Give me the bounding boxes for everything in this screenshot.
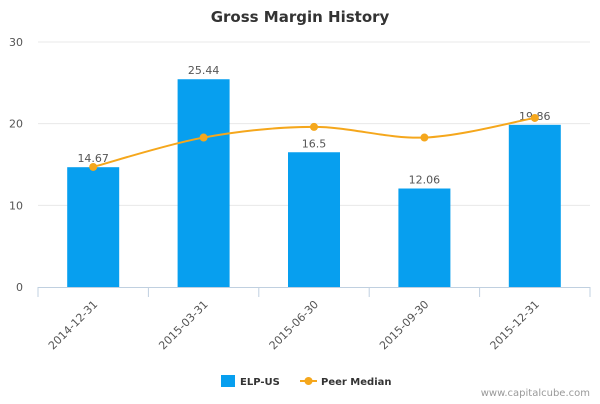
legend-marker bbox=[304, 377, 313, 385]
legend-label: Peer Median bbox=[321, 377, 392, 388]
bar bbox=[67, 167, 120, 287]
bar bbox=[288, 152, 340, 287]
legend[interactable]: ELP-US Peer Median bbox=[221, 375, 392, 388]
legend-item-peer-median[interactable]: Peer Median bbox=[300, 377, 392, 388]
chart-title: Gross Margin History bbox=[211, 8, 390, 26]
peer-median-point bbox=[89, 162, 98, 171]
y-tick-label: 20 bbox=[9, 118, 23, 131]
legend-swatch bbox=[221, 375, 235, 387]
peer-median-point bbox=[530, 113, 539, 122]
watermark: www.capitalcube.com bbox=[481, 388, 590, 399]
y-tick-label: 0 bbox=[16, 281, 23, 294]
x-tick-label: 2015-12-31 bbox=[488, 298, 542, 352]
line-series bbox=[89, 113, 539, 171]
bar-series bbox=[67, 79, 561, 288]
y-tick-label: 10 bbox=[9, 199, 23, 212]
legend-item-elp-us[interactable]: ELP-US bbox=[221, 375, 280, 388]
data-label: 14.67 bbox=[77, 152, 109, 165]
x-tick-label: 2015-03-31 bbox=[156, 298, 210, 352]
data-label: 25.44 bbox=[188, 64, 220, 77]
y-axis-ticks: 0 10 20 30 bbox=[9, 36, 23, 294]
x-tick-label: 2014-12-31 bbox=[46, 298, 100, 352]
data-label: 12.06 bbox=[409, 174, 441, 187]
y-tick-label: 30 bbox=[9, 36, 23, 49]
bar bbox=[177, 79, 230, 288]
peer-median-point bbox=[199, 133, 208, 142]
x-tick-label: 2015-06-30 bbox=[267, 298, 321, 352]
x-tick-label: 2015-09-30 bbox=[377, 298, 431, 352]
peer-median-point bbox=[420, 133, 429, 142]
peer-median-point bbox=[310, 122, 318, 131]
x-axis: 2014-12-31 2015-03-31 2015-06-30 2015-09-30… bbox=[37, 287, 591, 352]
legend-label: ELP-US bbox=[240, 377, 280, 388]
bar bbox=[398, 188, 451, 287]
bar bbox=[508, 124, 561, 287]
data-label: 16.5 bbox=[302, 137, 327, 150]
